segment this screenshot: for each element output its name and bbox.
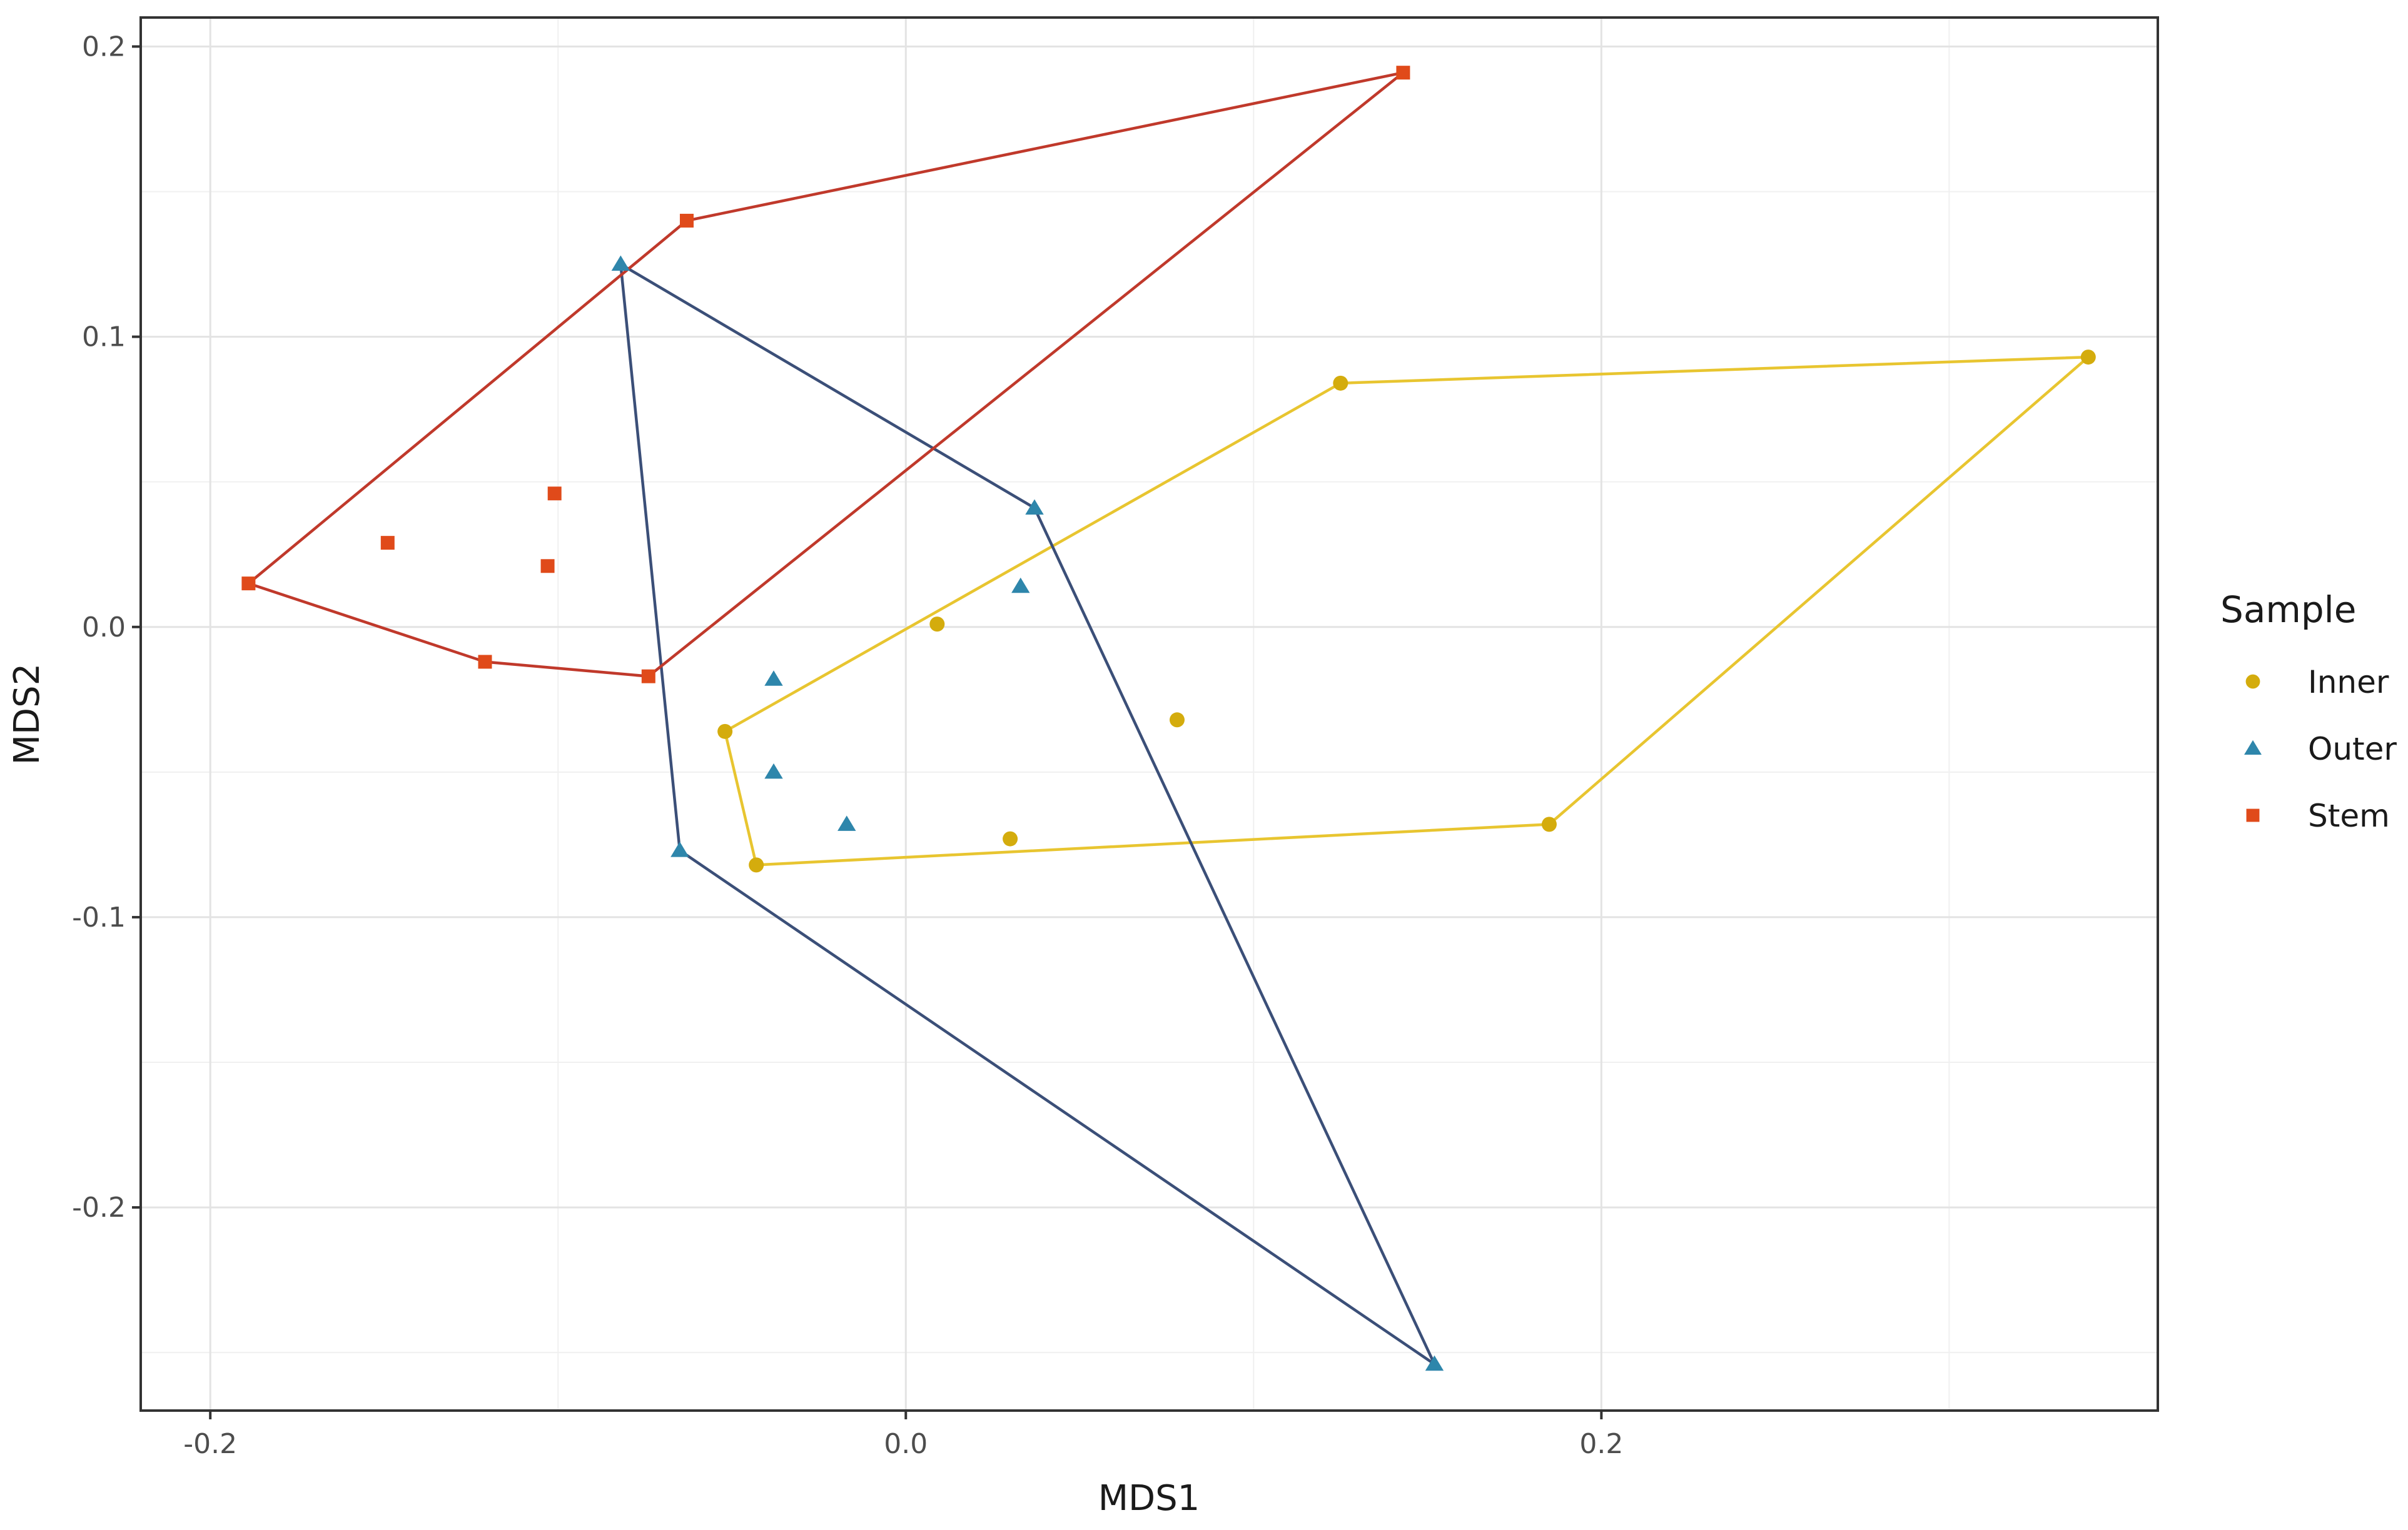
legend-key-stem [2246, 808, 2260, 822]
axes: -0.2 0.0 0.2 0.2 0.1 0.0 -0.1 -0.2 [72, 31, 1623, 1460]
stem-point [547, 486, 562, 501]
legend-title: Sample [2220, 588, 2356, 631]
outer-point [764, 763, 783, 779]
stem-point [380, 536, 395, 550]
inner-point [717, 723, 733, 739]
y-tick-label: 0.1 [82, 321, 126, 353]
legend-key-outer [2244, 740, 2262, 755]
inner-point [1169, 712, 1185, 728]
points [241, 66, 2096, 1371]
plot-panel-border [139, 16, 2159, 1412]
inner-point [2080, 350, 2096, 365]
outer-point [764, 670, 783, 686]
y-tick-label: 0.2 [82, 31, 126, 63]
inner-hull [723, 355, 2090, 867]
inner-point [929, 617, 945, 632]
stem-point [478, 655, 492, 669]
x-axis-title: MDS1 [1098, 1478, 1200, 1519]
outer-point [670, 842, 689, 857]
stem-point [1396, 66, 1410, 80]
stem-point [641, 669, 655, 683]
grid [141, 18, 2158, 1411]
legend: Sample Inner Outer Stem [2220, 588, 2397, 834]
inner-point [1003, 831, 1018, 847]
x-tick-label: 0.2 [1579, 1428, 1623, 1460]
legend-key-inner [2245, 674, 2260, 689]
stem-point [540, 559, 555, 573]
y-tick-label: -0.1 [72, 902, 126, 934]
inner-point [1333, 375, 1348, 391]
stem-hull [247, 71, 1405, 678]
outer-point [1011, 577, 1030, 593]
x-tick-label: -0.2 [183, 1428, 237, 1460]
y-axis-title: MDS2 [7, 663, 48, 765]
legend-label-stem: Stem [2308, 798, 2390, 834]
inner-point [1541, 817, 1557, 832]
stem-point [241, 576, 256, 591]
legend-label-outer: Outer [2308, 731, 2397, 767]
legend-label-inner: Inner [2308, 664, 2389, 700]
y-tick-label: -0.2 [72, 1192, 126, 1224]
inner-point [749, 857, 764, 873]
outer-point [1025, 499, 1044, 515]
y-tick-label: 0.0 [82, 611, 126, 643]
outer-point [1425, 1355, 1444, 1371]
outer-point [837, 815, 856, 831]
stem-point [679, 213, 694, 228]
x-tick-label: 0.0 [884, 1428, 928, 1460]
outer-point [611, 255, 630, 271]
